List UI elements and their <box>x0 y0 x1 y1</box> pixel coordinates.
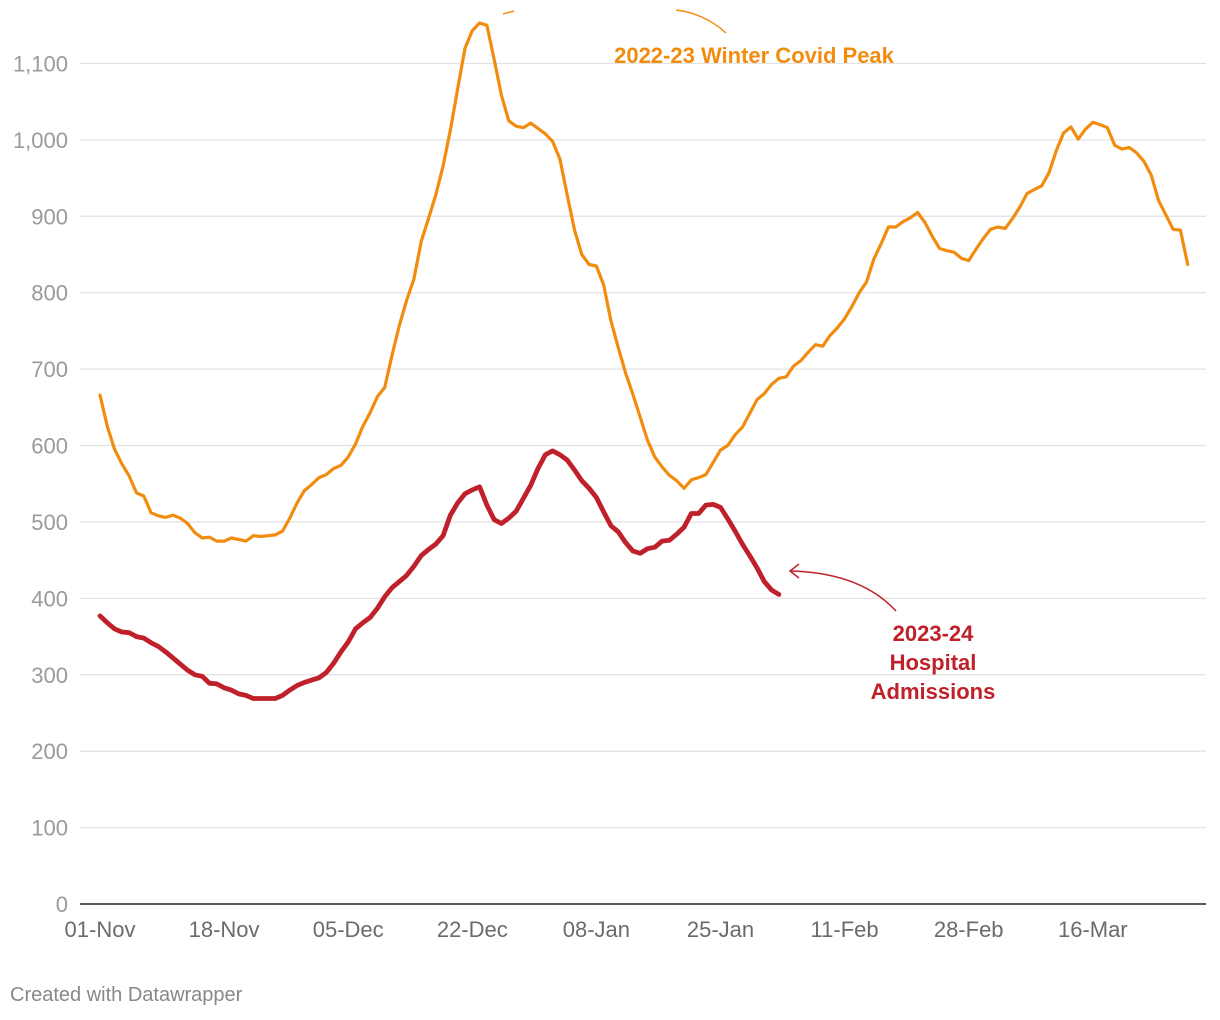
y-tick-label: 100 <box>31 816 68 841</box>
series-line-2022-23 <box>98 21 1190 543</box>
admissions-annotation-line-1: 2023-24 <box>893 621 975 646</box>
x-tick-label: 08-Jan <box>563 917 630 942</box>
admissions-annotation-line-3: Admissions <box>871 679 996 704</box>
admissions-annotation-line-2: Hospital <box>890 650 977 675</box>
footer-credit: Created with Datawrapper <box>10 984 243 1006</box>
y-axis-tick-labels: 0 100 200 300 400 500 600 700 800 900 1,000 1,100 <box>13 52 68 918</box>
y-tick-label: 900 <box>31 204 68 229</box>
y-tick-label: 0 <box>56 892 68 917</box>
y-tick-label: 600 <box>31 434 68 459</box>
x-tick-label: 05-Dec <box>313 917 384 942</box>
y-tick-label: 1,100 <box>13 52 68 77</box>
y-tick-label: 300 <box>31 663 68 688</box>
series-lines <box>97 21 1190 701</box>
x-tick-label: 11-Feb <box>811 917 879 942</box>
admissions-annotation-arrowhead <box>788 563 800 579</box>
y-tick-label: 200 <box>31 739 68 764</box>
x-axis-tick-labels: 01-Nov 18-Nov 05-Dec 22-Dec 08-Jan 25-Jan 11-F… <box>65 917 1128 942</box>
y-tick-label: 800 <box>31 281 68 306</box>
series-line-2023-24 <box>97 448 782 701</box>
x-tick-label: 28-Feb <box>934 917 1004 942</box>
gridlines <box>80 62 1206 829</box>
x-tick-label: 22-Dec <box>437 917 508 942</box>
peak-annotation-arrowhead <box>502 10 515 15</box>
x-tick-label: 01-Nov <box>65 917 136 942</box>
x-tick-label: 16-Mar <box>1058 917 1128 942</box>
line-chart: 0 100 200 300 400 500 600 700 800 900 1,000 1,100 0… <box>13 9 1206 942</box>
admissions-annotation-arrow <box>789 570 897 612</box>
y-tick-label: 400 <box>31 586 68 611</box>
peak-annotation-label: 2022-23 Winter Covid Peak <box>614 43 895 68</box>
annotations: 2022-23 Winter Covid Peak 2023-24 Hospit… <box>502 9 996 704</box>
y-tick-label: 500 <box>31 510 68 535</box>
y-tick-label: 700 <box>31 357 68 382</box>
peak-annotation-arrow <box>675 9 727 34</box>
y-tick-label: 1,000 <box>13 128 68 153</box>
x-tick-label: 25-Jan <box>687 917 754 942</box>
x-tick-label: 18-Nov <box>189 917 260 942</box>
